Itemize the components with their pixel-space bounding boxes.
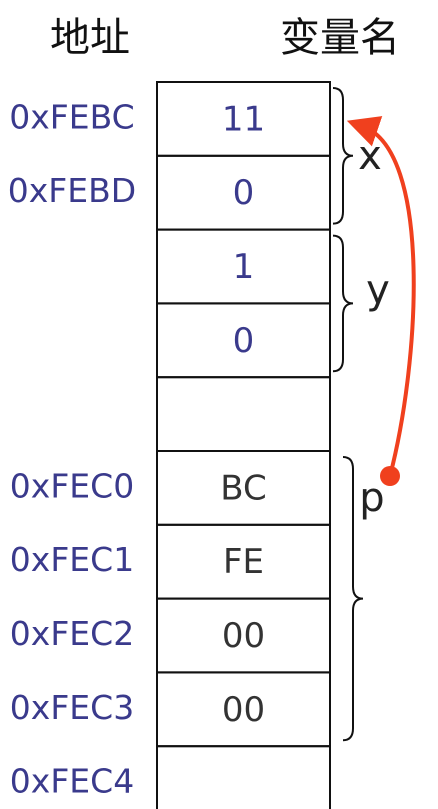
memory-cell bbox=[156, 745, 331, 809]
pointer-arrow bbox=[346, 116, 416, 477]
memory-cell bbox=[156, 376, 331, 453]
variable-name: x bbox=[358, 133, 382, 179]
variable-name: y bbox=[366, 267, 390, 313]
cell-value: BC bbox=[220, 468, 266, 508]
address-label: 0xFEC4 bbox=[10, 762, 134, 801]
address-label: 0xFEBC bbox=[9, 97, 134, 136]
cell-value: 11 bbox=[222, 99, 265, 139]
variable-header: 变量名 bbox=[280, 15, 400, 61]
cell-value: 1 bbox=[233, 247, 255, 287]
brace bbox=[332, 87, 354, 225]
variable-name: p bbox=[359, 475, 384, 521]
address-header: 地址 bbox=[50, 15, 130, 61]
cell-value: 0 bbox=[233, 321, 255, 361]
brace bbox=[342, 456, 364, 742]
pointer-dot bbox=[380, 466, 400, 486]
cell-value: 0 bbox=[233, 173, 255, 213]
cell-value: 00 bbox=[222, 690, 265, 730]
address-label: 0xFEBD bbox=[8, 171, 136, 210]
brace bbox=[332, 234, 354, 373]
address-label: 0xFEC0 bbox=[10, 466, 134, 505]
address-label: 0xFEC3 bbox=[10, 688, 134, 727]
cell-value: 00 bbox=[222, 616, 265, 656]
address-label: 0xFEC1 bbox=[10, 540, 134, 579]
address-label: 0xFEC2 bbox=[10, 614, 134, 653]
cell-value: FE bbox=[223, 542, 264, 582]
